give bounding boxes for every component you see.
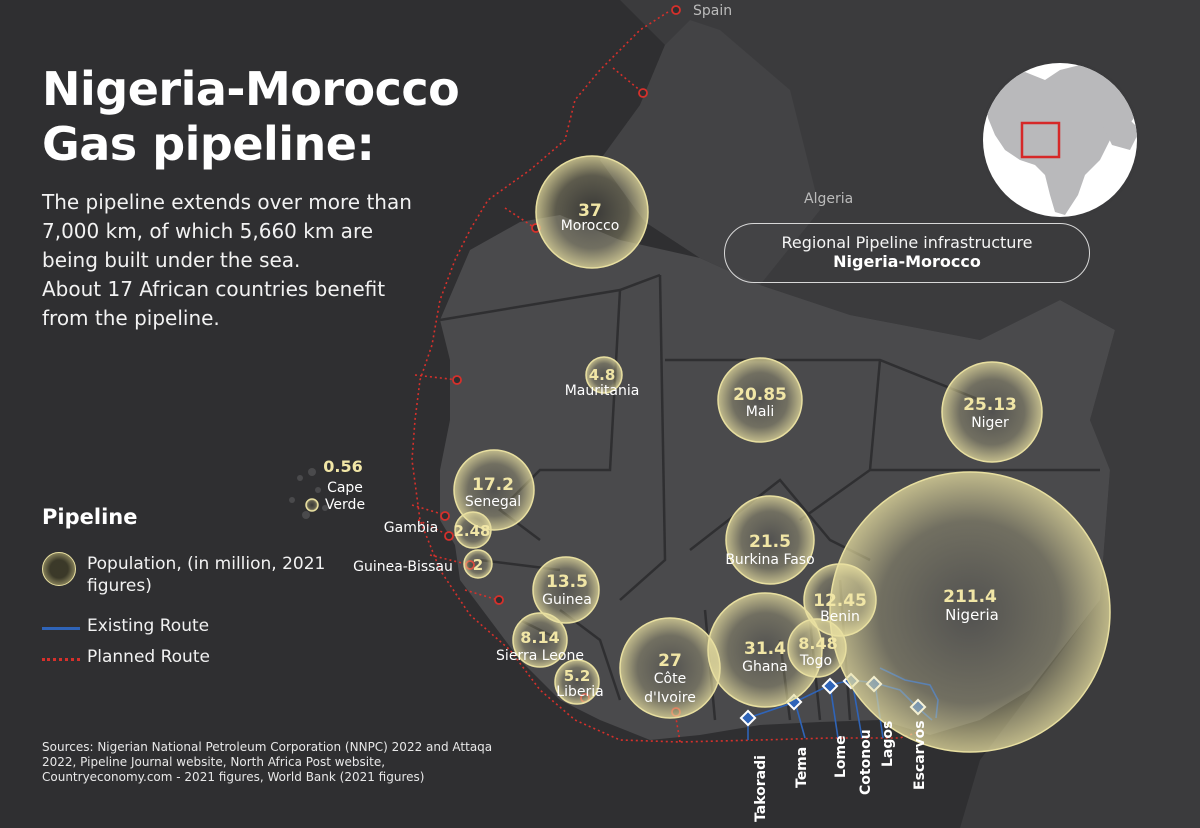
country-name-morocco: Morocco — [561, 218, 620, 234]
country-name-liberia: Liberia — [556, 684, 603, 700]
description-line: 7,000 km, of which 5,660 km are — [42, 219, 374, 243]
country-name-ghana: Ghana — [742, 659, 788, 675]
label-algeria: Algeria — [804, 191, 853, 207]
info-box-line1: Regional Pipeline infrastructure — [781, 233, 1033, 252]
bubble-niger — [941, 361, 1043, 463]
terminal-takoradi: Takoradi — [753, 755, 769, 822]
description-line: The pipeline extends over more than — [42, 190, 412, 214]
label-spain: Spain — [693, 3, 732, 19]
country-name-c-te-d-ivoire: Côte — [654, 671, 686, 687]
legend-title: Pipeline — [42, 505, 138, 529]
bubble-guinea — [532, 556, 600, 624]
country-name-cape-verde: Verde — [325, 497, 365, 513]
terminal-lagos: Lagos — [880, 721, 896, 767]
bubble-mauritania — [585, 356, 623, 394]
country-name-nigeria: Nigeria — [945, 606, 999, 624]
country-name-mali: Mali — [746, 404, 774, 420]
population-value-guinea: 13.5 — [546, 572, 588, 592]
description-line: About 17 African countries benefit — [42, 277, 386, 301]
country-name-c-te-d-ivoire: d'Ivoire — [644, 690, 696, 706]
country-name-togo: Togo — [799, 653, 832, 669]
country-name-sierra-leone: Sierra Leone — [496, 648, 584, 664]
legend-planned-label: Planned Route — [87, 647, 210, 667]
planned-route — [411, 11, 926, 743]
info-box-line2: Nigeria-Morocco — [833, 252, 981, 271]
terminal-labels: Takoradi Tema Lome Cotonou Lagos Escarvos — [753, 720, 928, 822]
country-name-senegal: Senegal — [465, 494, 521, 510]
population-value-ghana: 31.4 — [744, 639, 786, 659]
country-name-gambia: Gambia — [384, 520, 438, 536]
legend-existing-label: Existing Route — [87, 616, 210, 636]
population-value-morocco: 37 — [578, 201, 602, 221]
bubble-senegal — [453, 449, 535, 531]
sources: Sources: Nigerian National Petroleum Cor… — [42, 740, 493, 784]
terminal-lome: Lome — [833, 735, 849, 778]
country-name-cape-verde: Cape — [327, 480, 363, 496]
country-name-benin: Benin — [820, 609, 860, 625]
legend-population-label: Population, (in million, 2021 figures) — [87, 554, 326, 596]
planned-route-line-icon — [42, 658, 80, 661]
bubble-morocco — [535, 155, 649, 269]
country-name-mauritania: Mauritania — [565, 383, 640, 399]
population-value-togo: 8.48 — [798, 634, 837, 653]
description-line: from the pipeline. — [42, 306, 220, 330]
population-value-gambia: 2.48 — [453, 522, 490, 540]
population-value-guinea-bissau: 2 — [473, 556, 483, 574]
country-name-niger: Niger — [971, 415, 1009, 431]
population-value-benin: 12.45 — [813, 591, 867, 611]
bubble-liberia — [554, 659, 600, 705]
terminal-cotonou: Cotonou — [858, 729, 874, 795]
population-value-sierra-leone: 8.14 — [520, 628, 559, 647]
globe-locator-icon — [980, 60, 1140, 220]
country-name-burkina-faso: Burkina Faso — [725, 552, 814, 568]
population-bubble-icon — [42, 552, 76, 586]
bubble-cape-verde — [305, 498, 319, 512]
population-value-c-te-d-ivoire: 27 — [658, 651, 682, 671]
description: The pipeline extends over more than 7,00… — [42, 188, 462, 333]
bubble-gambia — [454, 511, 492, 549]
population-value-mauritania: 4.8 — [589, 366, 616, 384]
existing-route-line-icon — [42, 627, 80, 630]
bubble-sierra-leone — [512, 612, 568, 668]
info-box: Regional Pipeline infrastructure Nigeria… — [724, 223, 1090, 283]
bubble-mali — [717, 357, 803, 443]
cape-verde-islands — [289, 468, 328, 519]
population-value-nigeria: 211.4 — [943, 587, 997, 607]
terminal-tema: Tema — [794, 747, 810, 788]
terminal-escarvos: Escarvos — [912, 720, 928, 790]
description-line: being built under the sea. — [42, 248, 301, 272]
country-name-guinea-bissau: Guinea-Bissau — [353, 559, 453, 575]
population-value-senegal: 17.2 — [472, 475, 514, 495]
population-value-niger: 25.13 — [963, 395, 1017, 415]
bubble-nigeria — [829, 471, 1111, 753]
population-value-cape-verde: 0.56 — [323, 457, 362, 476]
population-value-burkina-faso: 21.5 — [749, 532, 791, 552]
bubble-burkina-faso — [725, 495, 815, 585]
bubble-guinea-bissau — [463, 549, 493, 579]
population-value-liberia: 5.2 — [564, 667, 591, 685]
country-name-guinea: Guinea — [542, 592, 592, 608]
population-value-mali: 20.85 — [733, 385, 787, 405]
population-bubbles — [305, 155, 1111, 753]
page-title: Nigeria-Morocco Gas pipeline: — [42, 62, 460, 171]
